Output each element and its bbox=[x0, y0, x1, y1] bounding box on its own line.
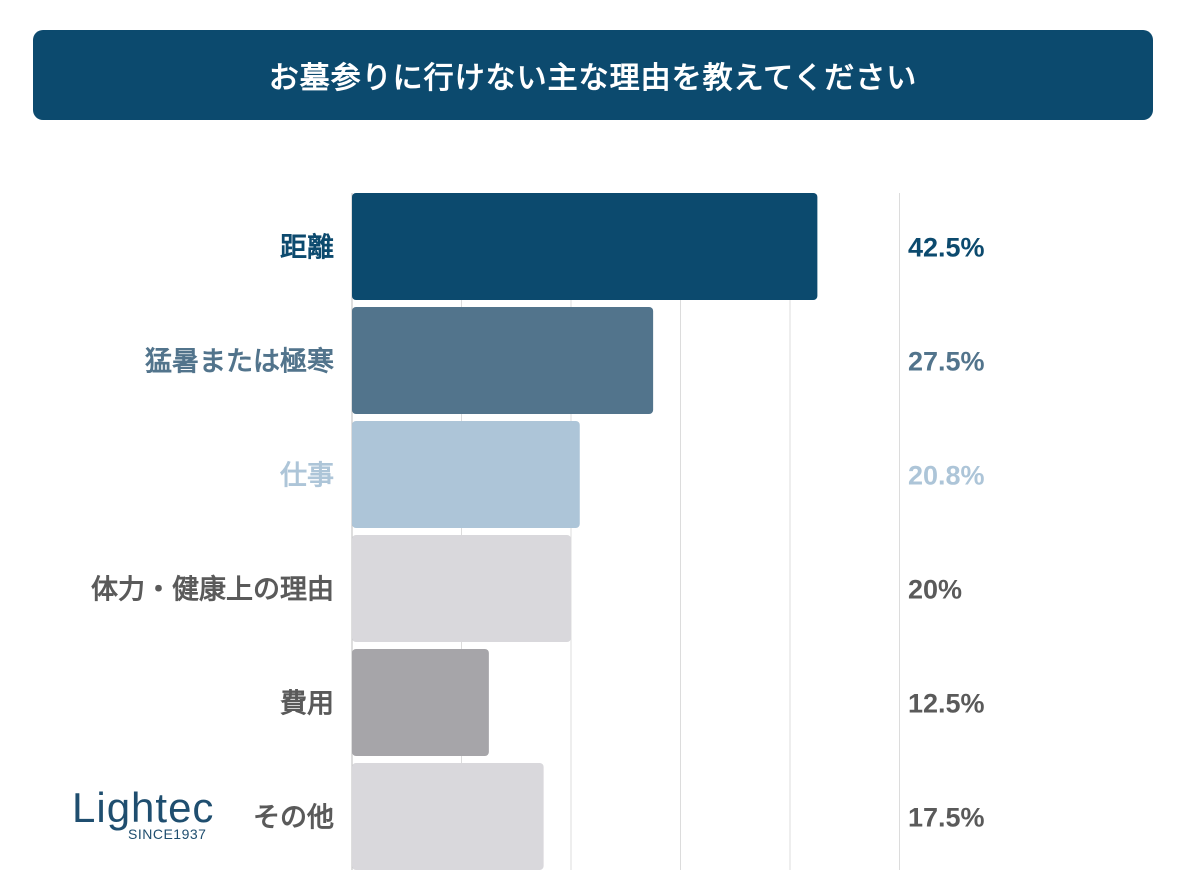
logo-since: SINCE1937 bbox=[128, 826, 207, 842]
category-label-1: 猛暑または極寒 bbox=[145, 346, 334, 378]
logo-word: Lightec bbox=[72, 784, 215, 831]
title-banner: お墓参りに行けない主な理由を教えてください bbox=[33, 30, 1153, 120]
bar-2 bbox=[352, 421, 580, 528]
value-label-4: 12.5% bbox=[908, 689, 985, 719]
category-label-0: 距離 bbox=[280, 232, 334, 264]
value-label-0: 42.5% bbox=[908, 233, 985, 263]
value-label-3: 20% bbox=[908, 575, 962, 605]
bar-1 bbox=[352, 307, 654, 414]
bar-5 bbox=[352, 763, 544, 870]
bars bbox=[352, 193, 818, 870]
category-label-5: その他 bbox=[253, 803, 334, 834]
bar-4 bbox=[352, 649, 489, 756]
chart-title: お墓参りに行けない主な理由を教えてください bbox=[268, 61, 918, 96]
category-label-3: 体力・健康上の理由 bbox=[91, 574, 334, 606]
category-label-4: 費用 bbox=[280, 689, 334, 720]
grid-lines bbox=[351, 193, 900, 870]
value-label-2: 20.8% bbox=[908, 461, 985, 491]
category-label-2: 仕事 bbox=[279, 461, 334, 492]
bar-3 bbox=[352, 535, 571, 642]
bar-0 bbox=[352, 193, 818, 300]
value-label-5: 17.5% bbox=[908, 803, 985, 833]
value-labels: 42.5% 27.5% 20.8% 20% 12.5% 17.5% bbox=[908, 233, 985, 833]
value-label-1: 27.5% bbox=[908, 347, 985, 377]
lightec-logo: Lightec SINCE1937 bbox=[72, 784, 222, 848]
